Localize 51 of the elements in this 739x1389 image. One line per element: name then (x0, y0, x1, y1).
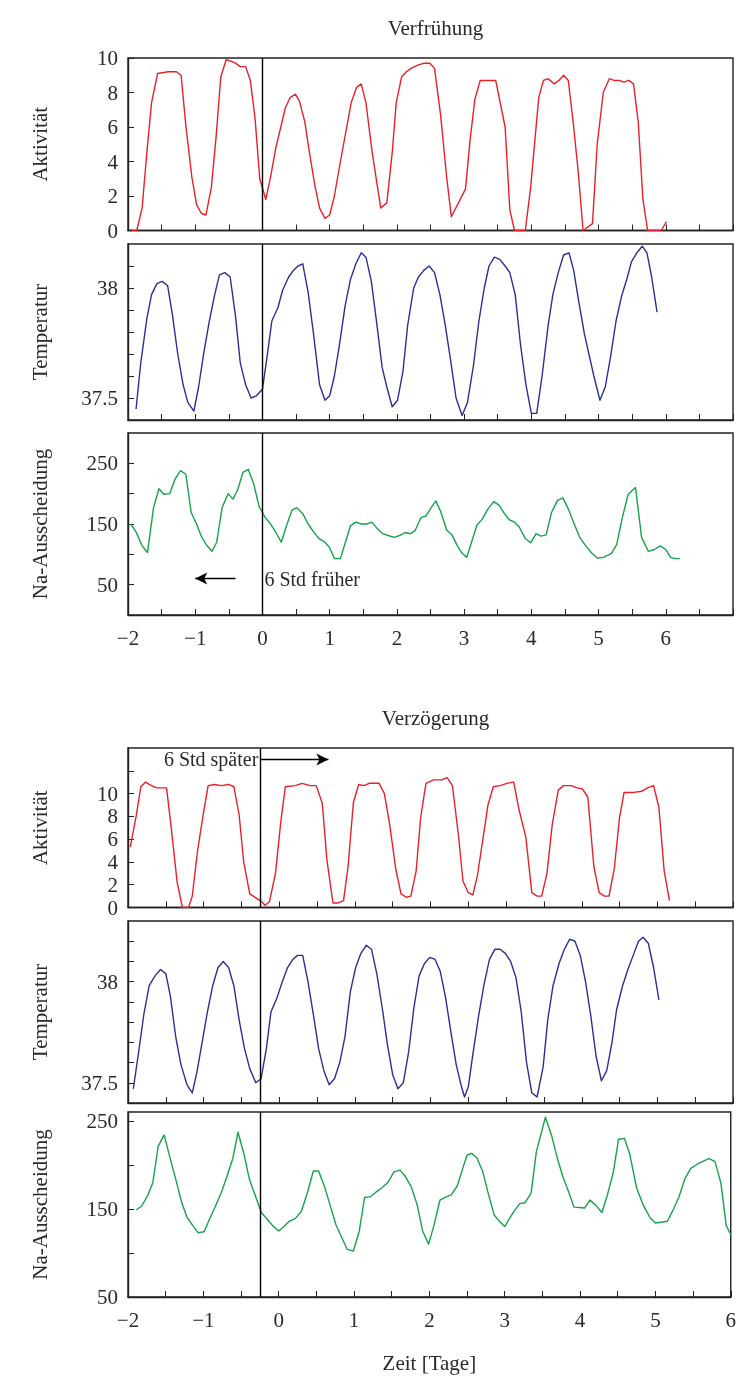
x-tick-label: 3 (499, 1307, 510, 1332)
x-tick-label: 5 (593, 625, 604, 650)
x-tick-label: −1 (192, 1307, 215, 1332)
y-axis-title: Na-Ausscheidung (27, 448, 52, 600)
y-tick-label: 8 (107, 804, 118, 829)
annotation: 6 Std später (163, 748, 259, 772)
y-axis-title: Aktivität (27, 790, 52, 866)
x-tick-label: −2 (116, 1307, 140, 1332)
x-tick-label: 0 (257, 625, 268, 650)
x-tick-label: 0 (273, 1307, 284, 1332)
y-tick-label: 4 (107, 849, 119, 874)
x-tick-label: 6 (725, 1307, 736, 1332)
y-axis-title: Aktivität (27, 106, 52, 182)
chart-title: Verzögerung (381, 705, 490, 730)
y-tick-label: 37.5 (81, 1070, 118, 1095)
x-tick-label: 2 (391, 625, 403, 650)
x-tick-label: 1 (348, 1307, 360, 1332)
y-tick-label: 6 (107, 115, 118, 139)
y-tick-label: 50 (97, 572, 118, 597)
x-tick-label: 2 (424, 1307, 435, 1332)
y-tick-label: 250 (86, 1108, 118, 1133)
y-tick-label: 6 (107, 827, 118, 852)
y-tick-label: 4 (107, 149, 119, 174)
y-tick-label: 0 (107, 218, 118, 243)
y-tick-label: 38 (97, 276, 118, 300)
y-axis-title: Temperatur (27, 283, 52, 381)
y-tick-label: 150 (86, 512, 118, 536)
annotation: 6 Std früher (264, 567, 361, 590)
y-tick-label: 50 (97, 1285, 118, 1309)
x-tick-label: 6 (660, 625, 672, 650)
y-tick-label: 8 (107, 80, 118, 105)
y-tick-label: 2 (107, 872, 118, 897)
x-tick-label: 4 (526, 625, 538, 650)
x-tick-label: −2 (116, 625, 140, 650)
y-tick-label: 10 (97, 781, 118, 806)
y-axis-title: Temperatur (27, 963, 52, 1061)
x-tick-label: −1 (184, 625, 207, 650)
y-axis-title: Na-Ausscheidung (27, 1128, 52, 1280)
y-tick-label: 250 (86, 451, 118, 476)
y-tick-label: 150 (86, 1196, 118, 1221)
y-tick-label: 0 (107, 895, 118, 920)
y-tick-label: 38 (97, 969, 118, 994)
x-tick-label: 5 (650, 1307, 661, 1332)
chart-title: Verfrühung (387, 15, 484, 40)
x-tick-label: 3 (458, 625, 470, 650)
y-tick-label: 2 (107, 184, 118, 208)
y-tick-label: 10 (97, 46, 118, 70)
x-axis-title: Zeit [Tage] (382, 1350, 477, 1375)
x-tick-label: 1 (324, 625, 335, 650)
y-tick-label: 37.5 (81, 386, 118, 410)
x-tick-label: 4 (574, 1307, 586, 1332)
